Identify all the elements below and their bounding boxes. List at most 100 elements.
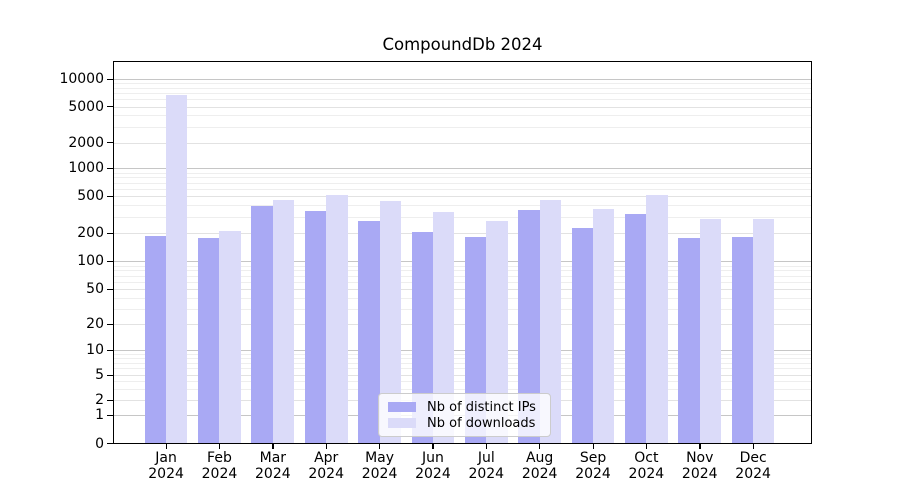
y-tick-label: 0 bbox=[95, 435, 104, 452]
bar-distinct-ips-jul bbox=[464, 237, 487, 443]
x-tick-year: 2024 bbox=[148, 465, 184, 482]
y-tick-label: 2 bbox=[95, 392, 104, 408]
y-tick-mark bbox=[107, 374, 113, 376]
minor-gridline bbox=[114, 216, 811, 218]
bar-downloads-jul bbox=[486, 220, 508, 443]
legend-item-downloads: Nb of downloads bbox=[388, 415, 541, 431]
x-tick-label: Jun 2024 bbox=[398, 450, 468, 482]
x-tick-year: 2024 bbox=[415, 465, 451, 482]
y-tick-label: 100 bbox=[77, 253, 104, 270]
bar-downloads-dec bbox=[753, 218, 775, 443]
minor-gridline bbox=[114, 358, 811, 360]
major-gridline bbox=[114, 261, 811, 263]
legend-swatch-distinct-ips bbox=[388, 402, 416, 412]
bar-distinct-ips-jan bbox=[144, 235, 167, 443]
x-tick-year: 2024 bbox=[468, 465, 505, 482]
x-tick-label: Jul 2024 bbox=[451, 450, 521, 482]
x-tick-month: Nov bbox=[686, 450, 714, 466]
y-tick-label: 10000 bbox=[59, 71, 104, 87]
y-tick-label: 1 bbox=[95, 407, 104, 423]
x-tick-month: Apr bbox=[314, 450, 339, 466]
minor-gridline bbox=[114, 297, 811, 299]
x-tick-label: Dec 2024 bbox=[718, 450, 788, 482]
y-tick-mark bbox=[107, 414, 113, 416]
x-tick-mark bbox=[432, 444, 434, 449]
minor-gridline bbox=[114, 87, 811, 89]
bar-downloads-mar bbox=[272, 200, 295, 443]
x-tick-mark bbox=[379, 444, 381, 449]
y-tick-mark bbox=[107, 167, 113, 170]
y-tick-label: 1000 bbox=[68, 160, 104, 177]
minor-gridline bbox=[114, 83, 811, 85]
x-tick-month: May bbox=[365, 450, 395, 466]
minor-gridline bbox=[114, 388, 811, 390]
y-tick-label: 5 bbox=[95, 367, 104, 383]
bar-distinct-ips-apr bbox=[304, 211, 327, 443]
x-tick-year: 2024 bbox=[681, 465, 718, 482]
major-gridline bbox=[114, 79, 811, 80]
y-tick-mark bbox=[107, 78, 113, 80]
y-tick-label: 20 bbox=[86, 316, 104, 333]
gridline bbox=[114, 375, 811, 376]
x-tick-year: 2024 bbox=[255, 465, 291, 482]
x-tick-label: Feb 2024 bbox=[184, 450, 254, 482]
minor-gridline bbox=[114, 368, 811, 370]
y-tick-mark bbox=[107, 195, 113, 198]
x-tick-year: 2024 bbox=[575, 465, 611, 482]
y-tick-mark bbox=[107, 142, 113, 144]
bar-distinct-ips-dec bbox=[731, 236, 754, 443]
major-gridline bbox=[114, 168, 811, 170]
bar-downloads-nov bbox=[699, 219, 722, 443]
minor-gridline bbox=[114, 188, 811, 190]
y-tick-mark bbox=[107, 399, 113, 401]
chart-title: CompoundDb 2024 bbox=[382, 35, 543, 54]
minor-gridline bbox=[114, 93, 811, 95]
gridline bbox=[114, 196, 811, 198]
x-tick-year: 2024 bbox=[521, 465, 558, 482]
x-tick-label: May 2024 bbox=[345, 450, 415, 482]
x-tick-label: Aug 2024 bbox=[505, 450, 575, 482]
x-tick-mark bbox=[485, 444, 488, 449]
minor-gridline bbox=[114, 177, 811, 179]
bar-downloads-apr bbox=[326, 194, 348, 443]
y-tick-mark bbox=[107, 349, 113, 351]
bar-downloads-jan bbox=[166, 94, 188, 443]
x-tick-month: Oct bbox=[634, 450, 659, 466]
bar-downloads-may bbox=[379, 200, 401, 443]
x-tick-mark bbox=[272, 444, 274, 449]
x-tick-month: Sep bbox=[579, 450, 607, 466]
x-tick-mark bbox=[752, 444, 754, 449]
bar-distinct-ips-may bbox=[358, 220, 380, 443]
y-tick-label: 5000 bbox=[68, 98, 104, 115]
bar-distinct-ips-nov bbox=[678, 237, 700, 443]
y-tick-mark bbox=[107, 260, 113, 263]
x-tick-label: Sep 2024 bbox=[558, 450, 628, 482]
bar-downloads-sep bbox=[593, 209, 615, 443]
y-tick-label: 200 bbox=[77, 225, 104, 242]
minor-gridline bbox=[114, 353, 811, 355]
x-tick-mark bbox=[699, 444, 701, 449]
legend-item-distinct-ips: Nb of distinct IPs bbox=[388, 399, 541, 415]
x-tick-year: 2024 bbox=[628, 465, 665, 482]
bar-downloads-aug bbox=[539, 199, 561, 443]
gridline bbox=[114, 289, 811, 291]
y-tick-mark bbox=[107, 232, 113, 235]
minor-gridline bbox=[114, 182, 811, 184]
y-tick-mark bbox=[107, 323, 113, 326]
bar-distinct-ips-oct bbox=[625, 214, 647, 443]
x-tick-mark bbox=[539, 444, 541, 449]
x-tick-label: Mar 2024 bbox=[238, 450, 308, 482]
gridline bbox=[114, 106, 811, 108]
x-tick-mark bbox=[592, 444, 594, 449]
bar-distinct-ips-aug bbox=[518, 210, 540, 443]
bar-downloads-jun bbox=[432, 211, 455, 443]
x-tick-mark bbox=[645, 444, 648, 449]
y-tick-label: 10 bbox=[86, 342, 104, 358]
x-tick-mark bbox=[218, 444, 221, 449]
minor-gridline bbox=[114, 275, 811, 277]
x-tick-label: Jan 2024 bbox=[131, 450, 201, 482]
major-gridline bbox=[114, 350, 811, 351]
x-tick-mark bbox=[165, 444, 167, 449]
minor-gridline bbox=[114, 362, 811, 364]
bar-distinct-ips-jun bbox=[411, 231, 433, 443]
